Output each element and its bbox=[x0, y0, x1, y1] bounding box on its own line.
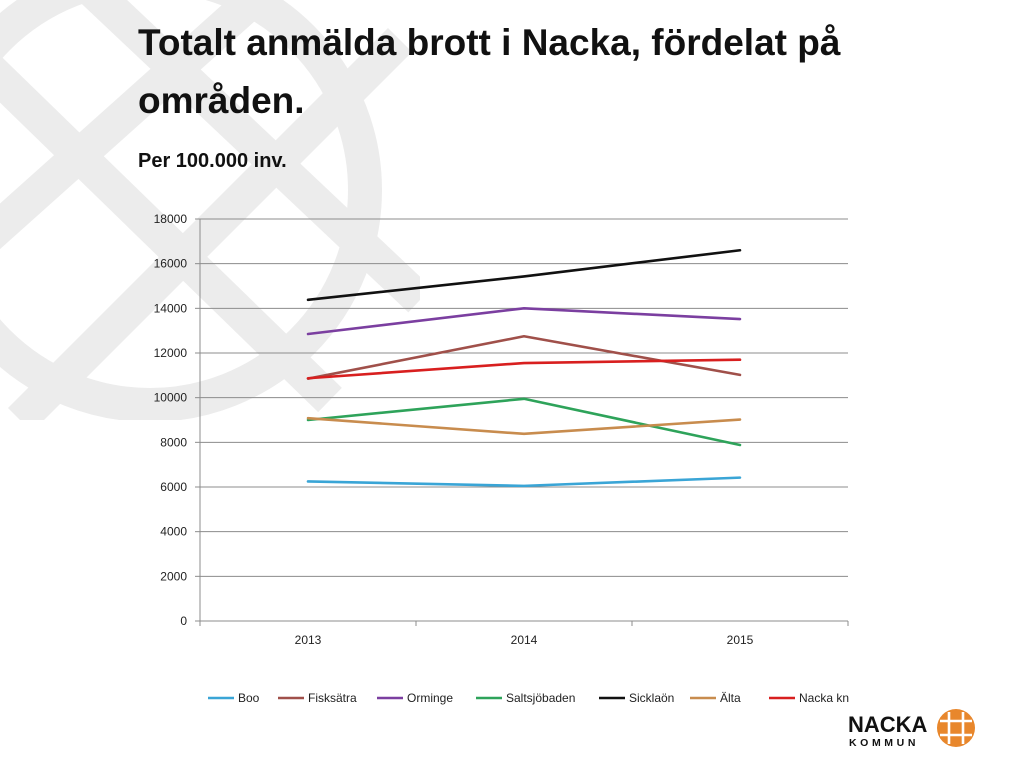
legend-label: Sicklaön bbox=[629, 691, 674, 705]
svg-text:NACKA: NACKA bbox=[848, 712, 928, 737]
series-lines bbox=[306, 248, 742, 488]
legend: Boo Fisksätra Orminge Saltsjöbaden Sicklaön Ä… bbox=[208, 691, 849, 705]
y-tick-labels: 0 2000 4000 6000 8000 10000 12000 14000 16000 180… bbox=[154, 212, 200, 628]
series-line-7 bbox=[306, 358, 742, 380]
legend-label: Nacka kn bbox=[799, 691, 849, 705]
y-tick-label: 12000 bbox=[154, 346, 188, 360]
y-tick-label: 8000 bbox=[160, 435, 187, 449]
legend-label: Orminge bbox=[407, 691, 453, 705]
series-line-5 bbox=[306, 248, 742, 302]
legend-label: Fisksätra bbox=[308, 691, 357, 705]
y-tick-label: 18000 bbox=[154, 212, 188, 226]
y-tick-label: 0 bbox=[180, 614, 187, 628]
logo-emblem-icon bbox=[937, 709, 975, 747]
series-line-3 bbox=[306, 307, 742, 336]
legend-label: Älta bbox=[720, 691, 741, 705]
series-line-4 bbox=[306, 397, 742, 447]
x-tick-label: 2014 bbox=[511, 633, 538, 647]
watermark-logo-graphic bbox=[0, 0, 420, 420]
series-line-6 bbox=[306, 416, 742, 436]
nacka-kommun-logo: NACKA KOMMUN bbox=[848, 709, 975, 749]
x-tick-label: 2015 bbox=[727, 633, 754, 647]
legend-label: Saltsjöbaden bbox=[506, 691, 575, 705]
svg-text:KOMMUN: KOMMUN bbox=[849, 737, 919, 749]
page-subtitle: Per 100.000 inv. bbox=[138, 150, 287, 172]
y-tick-label: 4000 bbox=[160, 525, 187, 539]
y-tick-label: 10000 bbox=[154, 391, 188, 405]
series-line-2 bbox=[306, 334, 742, 380]
x-tick-labels: 2013 2014 2015 bbox=[199, 621, 849, 647]
y-tick-label: 6000 bbox=[160, 480, 187, 494]
legend-label: Boo bbox=[238, 691, 260, 705]
y-tick-label: 16000 bbox=[154, 257, 188, 271]
page-title: Totalt anmälda brott i Nacka, fördelat p… bbox=[138, 22, 841, 121]
y-tick-label: 14000 bbox=[154, 301, 188, 315]
x-tick-label: 2013 bbox=[295, 633, 322, 647]
series-line-1 bbox=[306, 476, 742, 488]
y-tick-label: 2000 bbox=[160, 569, 187, 583]
